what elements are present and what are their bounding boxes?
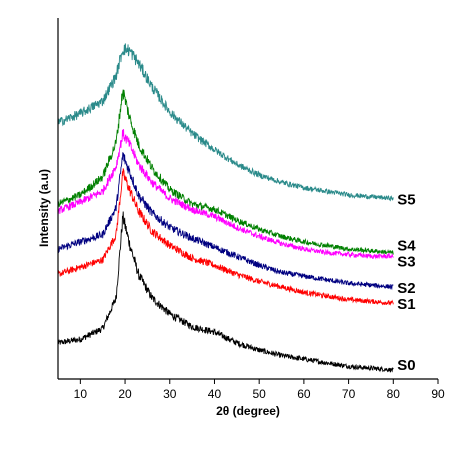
series-label-s2: S2 <box>397 280 415 297</box>
x-tick-label-60: 60 <box>297 387 311 401</box>
x-tick-label-90: 90 <box>431 387 445 401</box>
x-axis-title: 2θ (degree) <box>216 404 280 418</box>
series-label-s1: S1 <box>397 296 415 313</box>
series-line-s3 <box>57 129 394 260</box>
y-axis-title: Intensity (a.u) <box>37 169 51 247</box>
series-label-s3: S3 <box>397 253 415 270</box>
series-label-s5: S5 <box>397 192 415 209</box>
series-line-s4 <box>57 89 394 255</box>
x-tick-label-30: 30 <box>163 387 177 401</box>
series-label-s4: S4 <box>397 238 416 255</box>
x-tick-label-70: 70 <box>342 387 356 401</box>
x-tick-label-40: 40 <box>208 387 222 401</box>
series-line-s1 <box>57 168 394 306</box>
x-tick-label-10: 10 <box>74 387 88 401</box>
series-line-s2 <box>57 152 394 291</box>
series-line-s0 <box>57 211 394 373</box>
x-tick-label-50: 50 <box>252 387 266 401</box>
axes: 10 20 30 40 50 60 70 80 90 <box>57 18 445 401</box>
series-label-s0: S0 <box>397 357 415 374</box>
x-tick-label-80: 80 <box>387 387 401 401</box>
series-line-s5 <box>57 43 394 202</box>
series-layer <box>57 43 394 373</box>
x-tick-label-20: 20 <box>118 387 132 401</box>
x-tick-layer: 10 20 30 40 50 60 70 80 90 <box>74 379 445 401</box>
